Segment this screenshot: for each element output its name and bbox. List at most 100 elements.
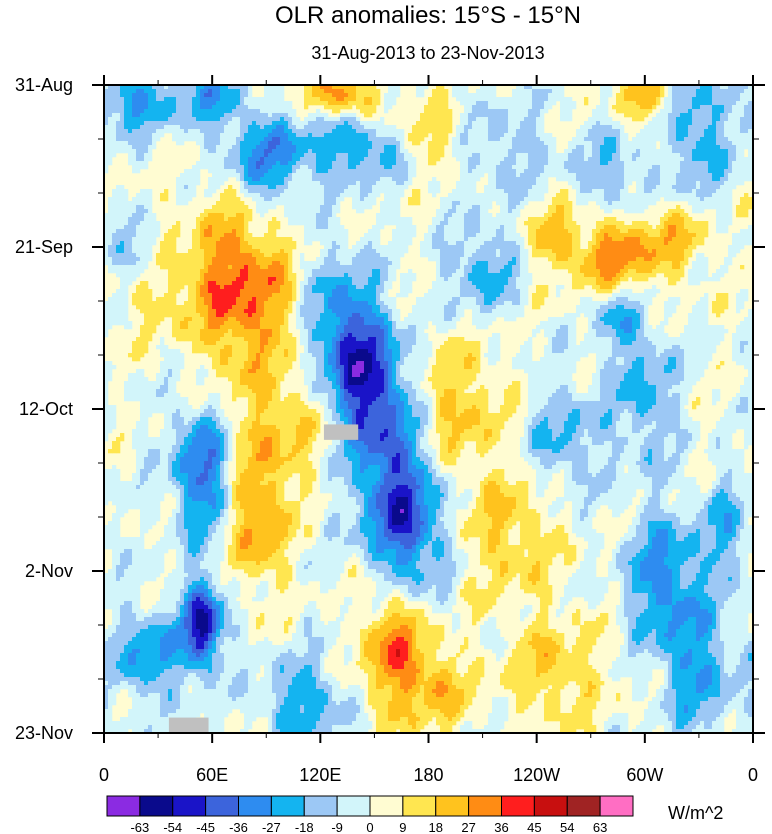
field-cell — [548, 85, 553, 90]
field-cell — [184, 85, 189, 90]
field-cell — [684, 105, 689, 110]
field-cell — [116, 85, 121, 90]
field-cell — [732, 237, 737, 242]
field-cell — [136, 109, 141, 114]
field-cell — [544, 189, 549, 194]
field-cell — [176, 193, 181, 198]
field-cell — [516, 117, 521, 122]
field-cell — [372, 129, 377, 134]
field-cell — [352, 93, 357, 98]
field-cell — [452, 221, 457, 226]
field-cell — [692, 229, 697, 234]
field-cell — [556, 93, 561, 98]
field-cell — [700, 205, 705, 210]
field-cell — [140, 233, 145, 238]
field-cell — [588, 165, 593, 170]
field-cell — [132, 233, 137, 238]
field-cell — [532, 105, 537, 110]
field-cell — [124, 213, 129, 218]
field-cell — [612, 233, 617, 238]
field-cell — [632, 197, 637, 202]
field-cell — [396, 169, 401, 174]
field-cell — [124, 237, 129, 242]
field-cell — [676, 89, 681, 94]
field-cell — [624, 181, 629, 186]
field-cell — [232, 193, 237, 198]
field-cell — [272, 193, 277, 198]
field-cell — [236, 161, 241, 166]
field-cell — [116, 117, 121, 122]
field-cell — [300, 221, 305, 226]
field-cell — [248, 133, 253, 138]
field-cell — [676, 221, 681, 226]
field-cell — [452, 213, 457, 218]
field-cell — [600, 141, 605, 146]
field-cell — [732, 93, 737, 98]
field-cell — [220, 133, 225, 138]
field-cell — [384, 149, 389, 154]
field-cell — [304, 149, 309, 154]
field-cell — [516, 209, 521, 214]
field-cell — [132, 229, 137, 234]
field-cell — [268, 97, 273, 102]
field-cell — [360, 209, 365, 214]
field-cell — [276, 197, 281, 202]
field-cell — [284, 145, 289, 150]
field-cell — [108, 117, 113, 122]
field-cell — [244, 233, 249, 238]
field-cell — [476, 97, 481, 102]
field-cell — [684, 189, 689, 194]
field-cell — [224, 225, 229, 230]
field-cell — [660, 217, 665, 222]
field-cell — [684, 213, 689, 218]
field-cell — [312, 193, 317, 198]
field-cell — [476, 193, 481, 198]
field-cell — [684, 121, 689, 126]
field-cell — [152, 217, 157, 222]
field-cell — [680, 169, 685, 174]
field-cell — [620, 97, 625, 102]
field-cell — [512, 121, 517, 126]
field-cell — [276, 153, 281, 158]
field-cell — [324, 209, 329, 214]
field-cell — [448, 209, 453, 214]
field-cell — [700, 177, 705, 182]
field-cell — [184, 129, 189, 134]
field-cell — [228, 229, 233, 234]
field-cell — [536, 217, 541, 222]
field-cell — [604, 113, 609, 118]
field-cell — [692, 197, 697, 202]
field-cell — [464, 149, 469, 154]
field-cell — [240, 97, 245, 102]
field-cell — [700, 125, 705, 130]
field-cell — [272, 133, 277, 138]
field-cell — [140, 109, 145, 114]
field-cell — [372, 233, 377, 238]
field-cell — [624, 109, 629, 114]
field-cell — [372, 153, 377, 158]
field-cell — [192, 173, 197, 178]
field-cell — [208, 229, 213, 234]
field-cell — [132, 237, 137, 242]
field-cell — [220, 157, 225, 162]
field-cell — [336, 129, 341, 134]
field-cell — [392, 217, 397, 222]
field-cell — [128, 89, 133, 94]
field-cell — [496, 197, 501, 202]
field-cell — [492, 97, 497, 102]
field-cell — [624, 113, 629, 118]
field-cell — [112, 205, 117, 210]
field-cell — [684, 161, 689, 166]
field-cell — [220, 89, 225, 94]
field-cell — [244, 213, 249, 218]
field-cell — [132, 197, 137, 202]
field-cell — [512, 185, 517, 190]
field-cell — [652, 89, 657, 94]
field-cell — [280, 193, 285, 198]
field-cell — [148, 93, 153, 98]
field-cell — [256, 197, 261, 202]
field-cell — [496, 169, 501, 174]
field-cell — [356, 85, 361, 90]
field-cell — [236, 85, 241, 90]
field-cell — [740, 165, 745, 170]
